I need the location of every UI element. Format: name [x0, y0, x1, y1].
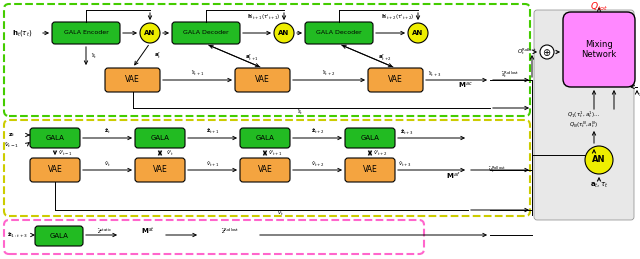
Text: $s_t$: $s_t$	[638, 91, 640, 99]
Text: $\mathbf{a}^r_t$: $\mathbf{a}^r_t$	[154, 50, 162, 61]
FancyBboxPatch shape	[235, 68, 290, 92]
Text: $\mathbf{a}_t, \tau_t$: $\mathbf{a}_t, \tau_t$	[589, 181, 609, 190]
Text: GALA: GALA	[360, 135, 380, 141]
Text: $\mathbf{h}'_{t+1}(\tau'_{t+1})$: $\mathbf{h}'_{t+1}(\tau'_{t+1})$	[247, 12, 281, 21]
Text: $\hat{v}'_{t+2}$: $\hat{v}'_{t+2}$	[372, 148, 387, 158]
Text: $\hat{v}'_{t-1}$: $\hat{v}'_{t-1}$	[58, 148, 72, 158]
Text: $\oplus$: $\oplus$	[542, 47, 552, 57]
Text: $\mathbf{z}_t$: $\mathbf{z}_t$	[8, 131, 16, 139]
Text: GALA: GALA	[49, 233, 68, 239]
Text: AN: AN	[592, 155, 605, 164]
FancyBboxPatch shape	[368, 68, 423, 92]
Text: $\hat{z}^{\mathrm{static}}$: $\hat{z}^{\mathrm{static}}$	[97, 226, 113, 236]
FancyBboxPatch shape	[30, 128, 80, 148]
Text: GALA: GALA	[45, 135, 65, 141]
Text: $Q_N(\tau^N_t, a^N_t)$: $Q_N(\tau^N_t, a^N_t)$	[570, 120, 598, 130]
Text: VAE: VAE	[363, 166, 378, 175]
Text: $\hat{v}_{t+2}$: $\hat{v}_{t+2}$	[310, 159, 324, 169]
Text: VAE: VAE	[47, 166, 62, 175]
Text: $\mathbf{M}^{st}$: $\mathbf{M}^{st}$	[141, 226, 155, 236]
Text: $\hat{s}_t$: $\hat{s}_t$	[91, 51, 97, 61]
Text: VAE: VAE	[125, 76, 140, 84]
FancyBboxPatch shape	[172, 22, 240, 44]
Text: Mixing
Network: Mixing Network	[581, 40, 616, 59]
Text: $O^{\mathrm{Rollout}}_t$: $O^{\mathrm{Rollout}}_t$	[517, 47, 537, 57]
Text: $Q_1(\tau^1_t, a^1_t)\ldots$: $Q_1(\tau^1_t, a^1_t)\ldots$	[567, 110, 601, 120]
Text: $\hat{v}^{\mathrm{Rollout}}_t$: $\hat{v}^{\mathrm{Rollout}}_t$	[488, 165, 506, 175]
Text: GALA Encoder: GALA Encoder	[63, 31, 108, 35]
FancyBboxPatch shape	[35, 226, 83, 246]
Circle shape	[585, 146, 613, 174]
Text: $\hat{s}^{\mathrm{Rollout}}_t$: $\hat{s}^{\mathrm{Rollout}}_t$	[501, 70, 519, 80]
Text: $\hat{s}_{t+1}$: $\hat{s}_{t+1}$	[191, 68, 204, 78]
FancyBboxPatch shape	[305, 22, 373, 44]
Text: $\hat{s}_t$: $\hat{s}_t$	[297, 107, 303, 117]
FancyBboxPatch shape	[105, 68, 160, 92]
FancyBboxPatch shape	[534, 10, 634, 220]
Text: $\hat{\mathbf{z}}_{t+3}$: $\hat{\mathbf{z}}_{t+3}$	[400, 127, 414, 137]
Circle shape	[140, 23, 160, 43]
Text: GALA Decoder: GALA Decoder	[183, 31, 229, 35]
Text: $\mathbf{a}^r_{t+1}$: $\mathbf{a}^r_{t+1}$	[246, 53, 260, 63]
Text: $\hat{\mathbf{z}}_t$: $\hat{\mathbf{z}}_t$	[104, 126, 111, 136]
Text: AN: AN	[412, 30, 424, 36]
FancyBboxPatch shape	[240, 158, 290, 182]
FancyBboxPatch shape	[135, 158, 185, 182]
Text: $\hat{s}_{t+2}$: $\hat{s}_{t+2}$	[323, 68, 335, 78]
Circle shape	[540, 45, 554, 59]
FancyBboxPatch shape	[345, 128, 395, 148]
Text: $\hat{\mathbf{z}}_{t+2}$: $\hat{\mathbf{z}}_{t+2}$	[310, 126, 324, 136]
Text: VAE: VAE	[152, 166, 168, 175]
Text: $\hat{v}_{t+1}$: $\hat{v}_{t+1}$	[205, 159, 220, 169]
Text: $\mathbf{M}^{ac}$: $\mathbf{M}^{ac}$	[458, 80, 472, 90]
Text: $\hat{v}_t$: $\hat{v}_t$	[104, 159, 111, 169]
Text: $\mathbf{M}^{af}$: $\mathbf{M}^{af}$	[446, 170, 460, 182]
Circle shape	[274, 23, 294, 43]
Text: AN: AN	[278, 30, 290, 36]
Text: VAE: VAE	[258, 166, 273, 175]
Text: $\hat{\mathbf{z}}_{1:t+3}$: $\hat{\mathbf{z}}_{1:t+3}$	[8, 230, 29, 240]
Text: $\hat{z}^{\mathrm{Rollout}}$: $\hat{z}^{\mathrm{Rollout}}$	[221, 226, 239, 236]
Text: GALA: GALA	[255, 135, 275, 141]
FancyBboxPatch shape	[240, 128, 290, 148]
FancyBboxPatch shape	[52, 22, 120, 44]
Text: VAE: VAE	[255, 76, 270, 84]
Circle shape	[408, 23, 428, 43]
FancyBboxPatch shape	[30, 158, 80, 182]
Text: AN: AN	[145, 30, 156, 36]
FancyBboxPatch shape	[563, 12, 635, 87]
Text: $\hat{\mathbf{z}}_{t+1}$: $\hat{\mathbf{z}}_{t+1}$	[205, 126, 220, 136]
Text: VAE: VAE	[388, 76, 403, 84]
Text: $\hat{s}_{t+3}$: $\hat{s}_{t+3}$	[428, 69, 442, 79]
Text: $\hat{v}_t$: $\hat{v}_t$	[276, 208, 284, 218]
FancyBboxPatch shape	[135, 128, 185, 148]
Text: $\mathbf{h}_t(\tau_t)$: $\mathbf{h}_t(\tau_t)$	[12, 28, 32, 38]
Text: $\hat{v}'_t$: $\hat{v}'_t$	[166, 148, 174, 158]
Text: $\hat{v}_{t+3}$: $\hat{v}_{t+3}$	[398, 159, 412, 169]
FancyBboxPatch shape	[345, 158, 395, 182]
Text: $\hat{v}'_{t+1}$: $\hat{v}'_{t+1}$	[268, 148, 282, 158]
Text: GALA: GALA	[150, 135, 170, 141]
Text: $\hat{v}_{t-1}$: $\hat{v}_{t-1}$	[4, 140, 20, 150]
Text: $\mathbf{h}'_{t+2}(\tau'_{t+2})$: $\mathbf{h}'_{t+2}(\tau'_{t+2})$	[381, 12, 415, 21]
Text: $Q_{tot}$: $Q_{tot}$	[590, 1, 608, 13]
Text: GALA Decoder: GALA Decoder	[316, 31, 362, 35]
Text: $\mathbf{a}^r_{t+2}$: $\mathbf{a}^r_{t+2}$	[378, 53, 392, 63]
